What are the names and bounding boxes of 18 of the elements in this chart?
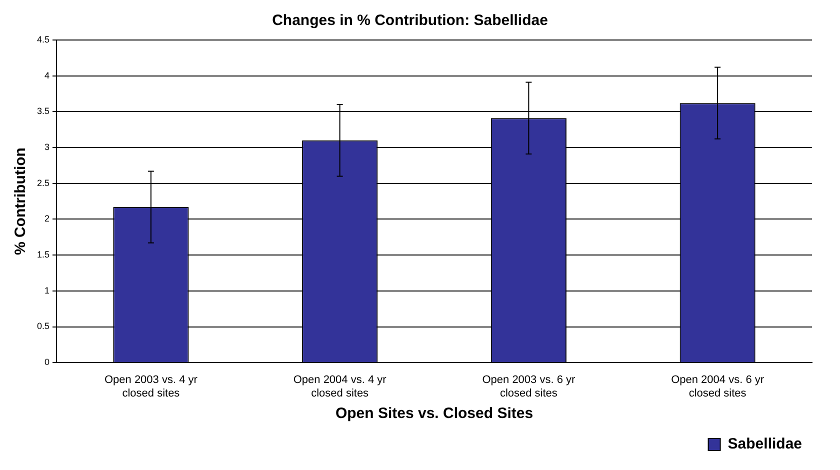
x-tick-label: Open 2004 vs. 4 yr closed sites [293, 374, 387, 400]
y-tick-label: 4 [44, 70, 50, 80]
y-tick-label: 0 [44, 357, 50, 368]
x-tick-label: Open 2004 vs. 6 yr closed sites [671, 374, 764, 400]
y-tick-label: 4.5 [36, 34, 50, 44]
x-axis-title: Open Sites vs. Closed Sites [335, 405, 534, 422]
y-axis-title: % Contribution [12, 148, 30, 256]
x-tick-label: Open 2003 vs. 4 yr closed sites [104, 374, 198, 400]
y-tick-label: 1 [44, 285, 50, 296]
y-tick-label: 3.5 [36, 106, 50, 116]
y-tick-label: 2 [44, 214, 50, 224]
legend-label: Sabellidae [728, 436, 802, 453]
x-tick-label: Open 2003 vs. 6 yr closed sites [482, 374, 576, 400]
y-tick-label: 3 [44, 142, 50, 152]
y-tick-label: 0.5 [36, 321, 50, 332]
y-tick-label: 1.5 [36, 250, 50, 260]
chart-title: Changes in % Contribution: Sabellidae [272, 12, 548, 30]
y-tick-label: 2.5 [36, 178, 50, 188]
